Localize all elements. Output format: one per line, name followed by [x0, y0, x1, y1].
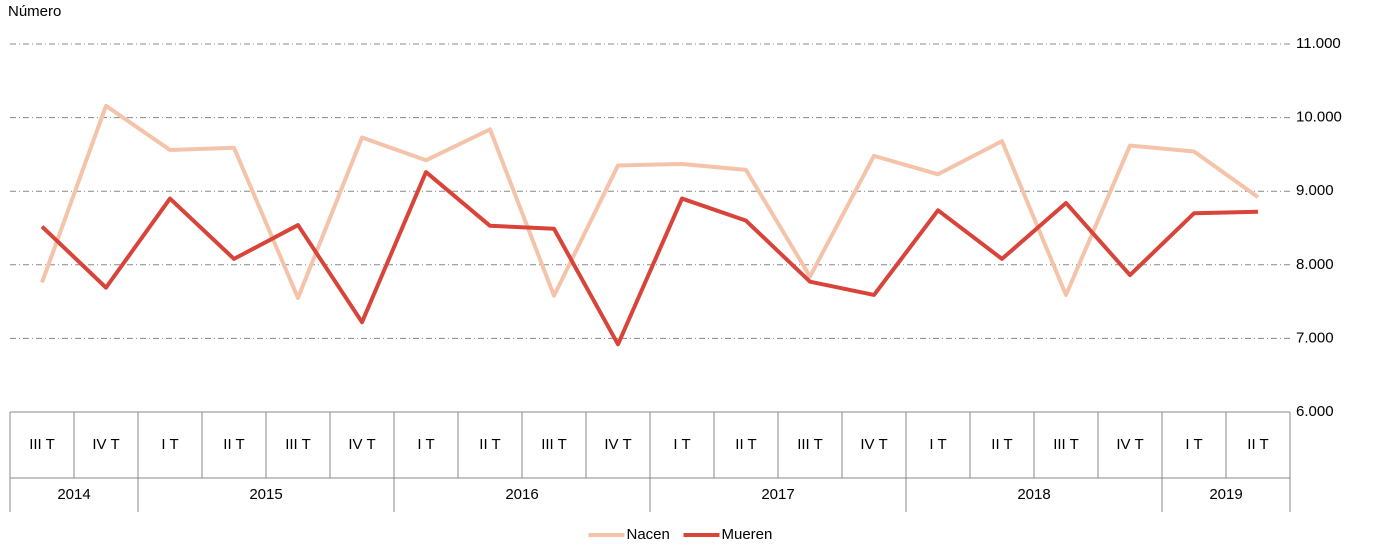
x-tick-label: IV T — [860, 436, 887, 453]
group-label: 2016 — [505, 486, 538, 503]
y-tick-label: 9.000 — [1296, 182, 1334, 199]
group-label: 2017 — [761, 486, 794, 503]
x-tick-label: I T — [929, 436, 946, 453]
legend-label: Mueren — [722, 526, 773, 543]
y-tick-label: 7.000 — [1296, 329, 1334, 346]
group-label: 2018 — [1017, 486, 1050, 503]
series-line — [40, 170, 1259, 347]
x-tick-label: II T — [479, 436, 500, 453]
group-label: 2015 — [249, 486, 282, 503]
x-tick-label: I T — [161, 436, 178, 453]
x-tick-label: IV T — [1116, 436, 1143, 453]
x-tick-label: III T — [29, 436, 55, 453]
x-tick-label: III T — [285, 436, 311, 453]
x-tick-label: IV T — [604, 436, 631, 453]
legend-label: Nacen — [627, 526, 670, 543]
x-tick-label: II T — [735, 436, 756, 453]
x-tick-label: IV T — [92, 436, 119, 453]
x-tick-label: III T — [541, 436, 567, 453]
x-tick-label: II T — [223, 436, 244, 453]
x-tick-label: III T — [1053, 436, 1079, 453]
x-tick-label: I T — [1185, 436, 1202, 453]
series-line — [40, 103, 1260, 300]
x-tick-label: II T — [991, 436, 1012, 453]
x-tick-label: I T — [673, 436, 690, 453]
x-tick-label: IV T — [348, 436, 375, 453]
y-tick-label: 10.000 — [1296, 109, 1342, 126]
y-tick-label: 6.000 — [1296, 403, 1334, 420]
y-tick-label: 8.000 — [1296, 256, 1334, 273]
x-tick-label: I T — [417, 436, 434, 453]
y-axis-label: Número — [8, 3, 61, 20]
group-label: 2019 — [1209, 486, 1242, 503]
y-tick-label: 11.000 — [1296, 35, 1341, 52]
x-tick-label: II T — [1247, 436, 1268, 453]
group-label: 2014 — [57, 486, 90, 503]
x-tick-label: III T — [797, 436, 823, 453]
